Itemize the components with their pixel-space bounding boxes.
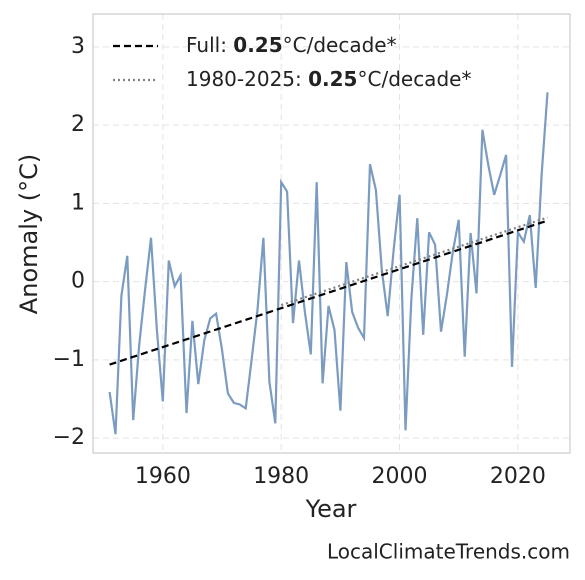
plot-frame bbox=[92, 13, 571, 454]
x-tick-label: 1960 bbox=[135, 464, 191, 489]
y-tick-label: 0 bbox=[71, 269, 85, 294]
x-axis-label: Year bbox=[305, 495, 357, 523]
x-tick-label: 2020 bbox=[490, 464, 546, 489]
trend-line bbox=[280, 216, 548, 307]
legend-rate: 0.25 bbox=[308, 67, 357, 91]
y-tick-label: 3 bbox=[71, 34, 85, 59]
legend-name: 1980-2025: bbox=[186, 67, 302, 91]
legend-unit: °C/decade* bbox=[283, 33, 397, 57]
legend-label: Full: 0.25°C/decade* bbox=[186, 33, 397, 57]
y-tick-label: 2 bbox=[71, 112, 85, 137]
legend-label: 1980-2025: 0.25°C/decade* bbox=[186, 67, 471, 91]
legend-unit: °C/decade* bbox=[357, 67, 471, 91]
watermark: LocalClimateTrends.com bbox=[327, 540, 570, 564]
x-tick-label: 2000 bbox=[372, 464, 428, 489]
y-tick-label: 1 bbox=[71, 190, 85, 215]
x-tick-label: 1980 bbox=[253, 464, 309, 489]
data-line bbox=[108, 92, 549, 435]
y-axis-label: Anomaly (°C) bbox=[15, 154, 43, 314]
y-tick-label: −2 bbox=[53, 425, 85, 450]
y-tick-label: −1 bbox=[53, 347, 85, 372]
legend-rate: 0.25 bbox=[233, 33, 282, 57]
legend-name: Full: bbox=[186, 33, 227, 57]
